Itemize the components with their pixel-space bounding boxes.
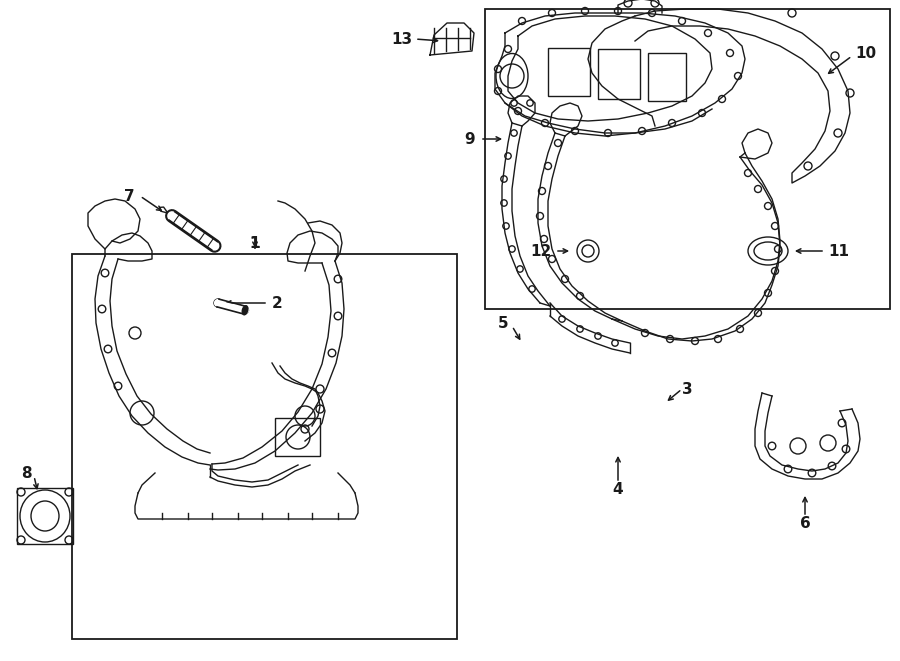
Text: 3: 3 (682, 381, 693, 397)
Text: 9: 9 (464, 132, 475, 147)
Bar (548, 48, 590, 96)
Text: 7: 7 (124, 188, 135, 204)
Ellipse shape (242, 306, 248, 315)
Text: 12: 12 (531, 243, 552, 258)
Text: 13: 13 (391, 32, 412, 46)
Bar (598, 49, 640, 99)
Bar (72, 254, 457, 639)
Bar (648, 53, 686, 101)
Bar (17, 488, 73, 544)
Text: 4: 4 (613, 481, 624, 496)
Text: 10: 10 (855, 46, 876, 61)
Text: 5: 5 (498, 315, 508, 330)
Bar (485, 9, 890, 309)
Text: 8: 8 (22, 465, 32, 481)
Bar (275, 418, 320, 456)
Text: 1: 1 (249, 235, 260, 251)
Text: 1: 1 (249, 235, 260, 251)
Text: 2: 2 (272, 295, 283, 311)
Text: 6: 6 (799, 516, 810, 531)
Text: 11: 11 (828, 243, 849, 258)
